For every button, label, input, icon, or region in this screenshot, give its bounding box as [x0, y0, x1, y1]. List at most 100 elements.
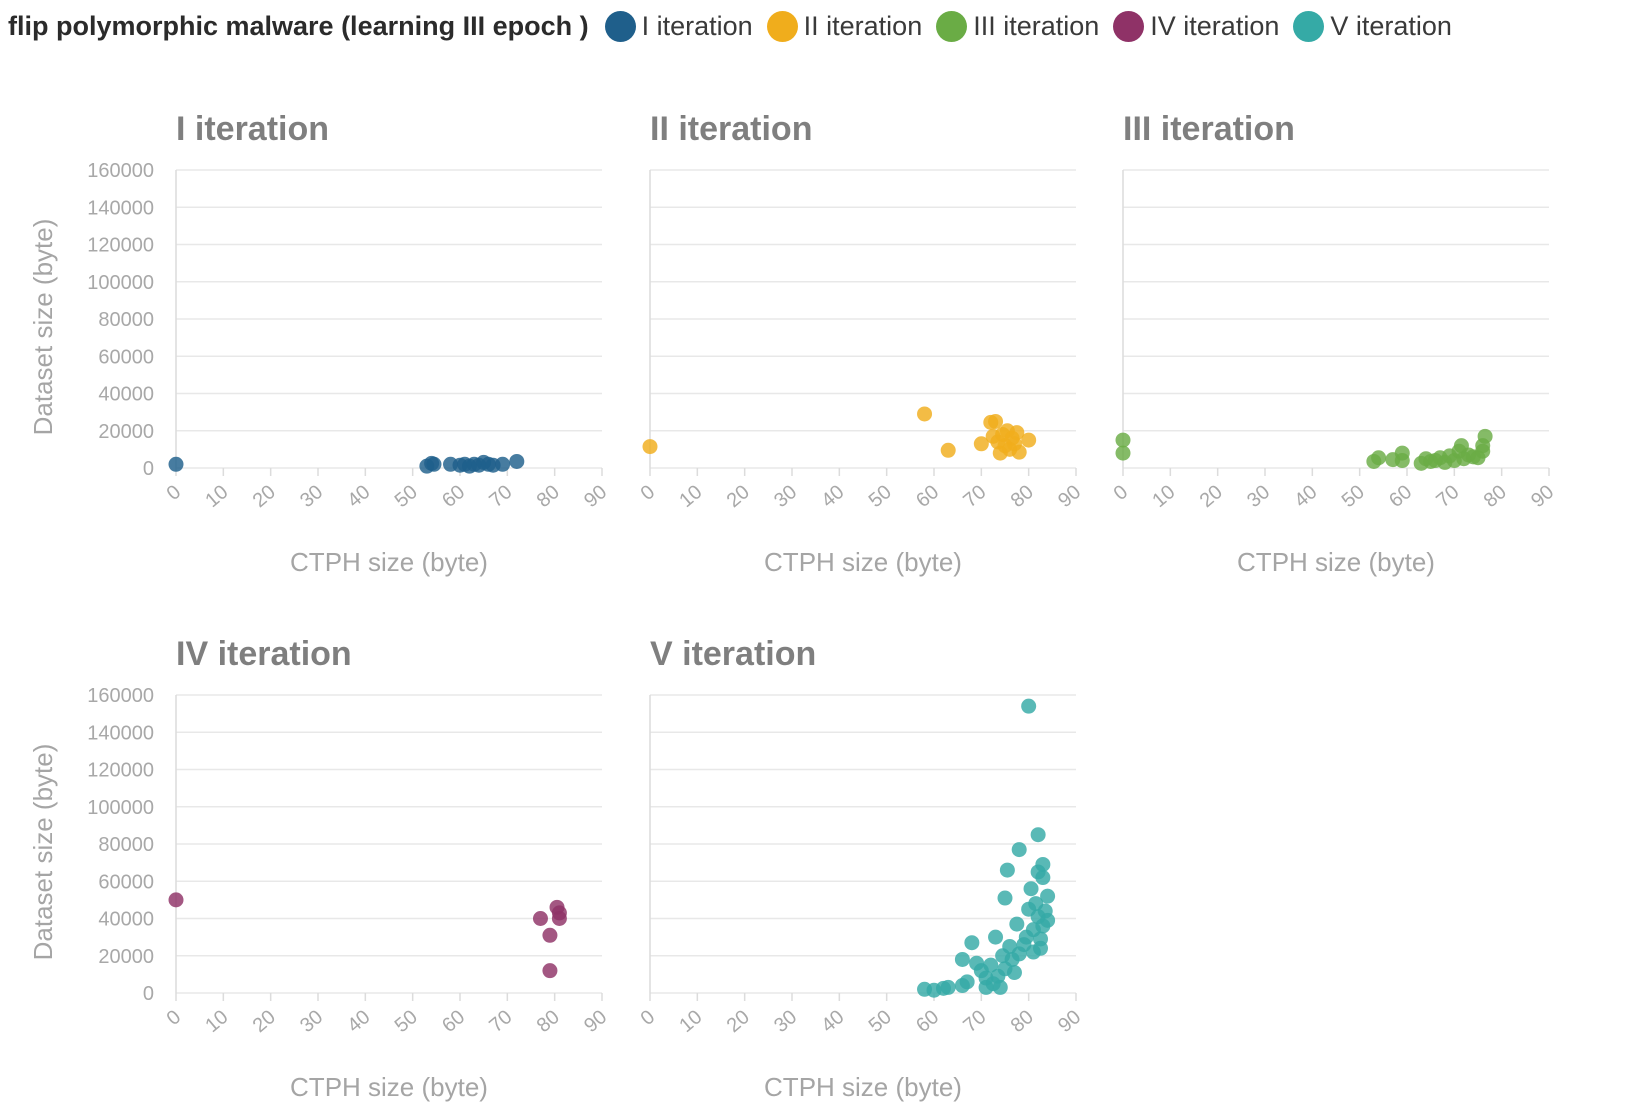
x-axis-label: CTPH size (byte)	[764, 1072, 962, 1102]
data-point[interactable]	[1371, 450, 1387, 466]
x-axis-label: CTPH size (byte)	[764, 547, 962, 577]
legend: I iteration II iteration III iteration I…	[604, 10, 1466, 42]
data-point[interactable]	[973, 436, 989, 452]
scatter-panel: IV iteration 0 20000 40000 60000 80000 100000 1…	[28, 635, 611, 1102]
x-tick-label: 80	[533, 481, 564, 512]
legend-swatch	[766, 10, 798, 42]
x-tick-label: 90	[580, 481, 611, 512]
data-point[interactable]	[1035, 856, 1051, 872]
x-tick-label: 40	[1290, 481, 1321, 512]
y-tick-label: 40000	[98, 384, 154, 406]
data-point[interactable]	[988, 413, 1004, 429]
legend-item[interactable]: IV iteration	[1113, 10, 1280, 42]
data-point[interactable]	[1021, 698, 1037, 714]
data-point[interactable]	[983, 957, 999, 973]
x-tick-label: 0	[163, 1006, 186, 1030]
data-point[interactable]	[1040, 912, 1056, 928]
x-tick-label: 30	[296, 1006, 327, 1037]
legend-swatch	[1293, 10, 1325, 42]
data-point[interactable]	[642, 439, 658, 455]
data-point[interactable]	[964, 935, 980, 951]
data-point[interactable]	[532, 911, 548, 926]
data-point[interactable]	[997, 890, 1013, 906]
data-point[interactable]	[992, 979, 1008, 995]
x-tick-label: 90	[1527, 481, 1558, 512]
x-tick-label: 60	[912, 481, 943, 512]
data-point[interactable]	[168, 456, 184, 472]
data-point[interactable]	[1394, 453, 1410, 469]
data-point[interactable]	[495, 456, 511, 472]
data-point[interactable]	[959, 974, 975, 990]
x-tick-label: 70	[1432, 481, 1463, 512]
chart-title: flip polymorphic malware (learning III e…	[8, 10, 589, 41]
legend-item[interactable]: II iteration	[766, 10, 923, 42]
legend-item[interactable]: III iteration	[936, 10, 1099, 42]
data-point[interactable]	[1030, 827, 1046, 843]
y-tick-label: 20000	[98, 946, 154, 968]
data-point[interactable]	[1009, 916, 1025, 932]
x-tick-label: 40	[817, 481, 848, 512]
data-point[interactable]	[1021, 432, 1037, 448]
x-tick-label: 60	[438, 481, 469, 512]
data-point[interactable]	[1035, 870, 1051, 886]
data-point[interactable]	[168, 892, 184, 908]
x-axis-label: CTPH size (byte)	[290, 547, 488, 577]
x-tick-label: 10	[675, 1006, 706, 1037]
x-tick-label: 40	[343, 1006, 374, 1037]
scatter-panel: I iteration 0 20000 40000 60000 80000 100000 12…	[28, 110, 611, 577]
data-point[interactable]	[1011, 842, 1027, 858]
x-tick-label: 0	[637, 481, 660, 505]
y-tick-label: 160000	[87, 160, 154, 182]
data-point[interactable]	[1040, 888, 1056, 904]
x-axis-label: CTPH size (byte)	[290, 1072, 488, 1102]
data-point[interactable]	[542, 963, 558, 979]
data-point[interactable]	[1009, 425, 1025, 441]
x-tick-label: 50	[391, 481, 422, 512]
data-point[interactable]	[1006, 965, 1022, 981]
data-point[interactable]	[551, 911, 567, 926]
legend-label: II iteration	[803, 10, 923, 41]
legend-swatch	[604, 10, 636, 42]
data-point[interactable]	[1115, 432, 1131, 448]
y-axis-label: Dataset size (byte)	[28, 219, 58, 436]
data-point[interactable]	[542, 927, 558, 943]
data-point[interactable]	[509, 453, 525, 469]
y-tick-label: 80000	[98, 309, 154, 331]
data-point[interactable]	[1033, 940, 1048, 956]
data-point[interactable]	[426, 456, 442, 472]
x-tick-label: 10	[675, 481, 706, 512]
data-point[interactable]	[1115, 445, 1131, 461]
data-point[interactable]	[1011, 444, 1027, 460]
data-point[interactable]	[1475, 443, 1491, 459]
data-point[interactable]	[940, 442, 956, 458]
data-point[interactable]	[1023, 881, 1039, 897]
scatter-panel: V iteration 0 10 20 30 40 50 60 70 80 90 CTPH size …	[637, 635, 1086, 1102]
y-tick-label: 60000	[98, 346, 154, 368]
y-tick-label: 120000	[87, 235, 154, 257]
panel-title: II iteration	[650, 110, 812, 148]
legend-item[interactable]: V iteration	[1293, 10, 1452, 42]
legend-label: IV iteration	[1150, 10, 1280, 41]
data-point[interactable]	[999, 862, 1015, 878]
x-tick-label: 30	[770, 1006, 801, 1037]
legend-item[interactable]: I iteration	[604, 10, 753, 42]
x-tick-label: 80	[1007, 1006, 1038, 1037]
x-tick-label: 90	[580, 1006, 611, 1037]
data-point[interactable]	[954, 951, 970, 967]
legend-swatch	[936, 10, 968, 42]
x-tick-label: 30	[296, 481, 327, 512]
x-tick-label: 0	[163, 481, 186, 505]
panel-title: I iteration	[176, 110, 329, 148]
y-tick-label: 0	[143, 983, 154, 1005]
data-point[interactable]	[1477, 428, 1493, 444]
y-tick-label: 60000	[98, 871, 154, 893]
x-tick-label: 40	[817, 1006, 848, 1037]
data-point[interactable]	[988, 929, 1004, 945]
x-tick-label: 60	[912, 1006, 943, 1037]
y-tick-label: 160000	[87, 685, 154, 707]
legend-label: I iteration	[641, 10, 753, 41]
data-point[interactable]	[917, 406, 933, 422]
x-tick-label: 0	[637, 1006, 660, 1030]
data-point[interactable]	[940, 979, 956, 995]
x-tick-label: 10	[201, 1006, 232, 1037]
